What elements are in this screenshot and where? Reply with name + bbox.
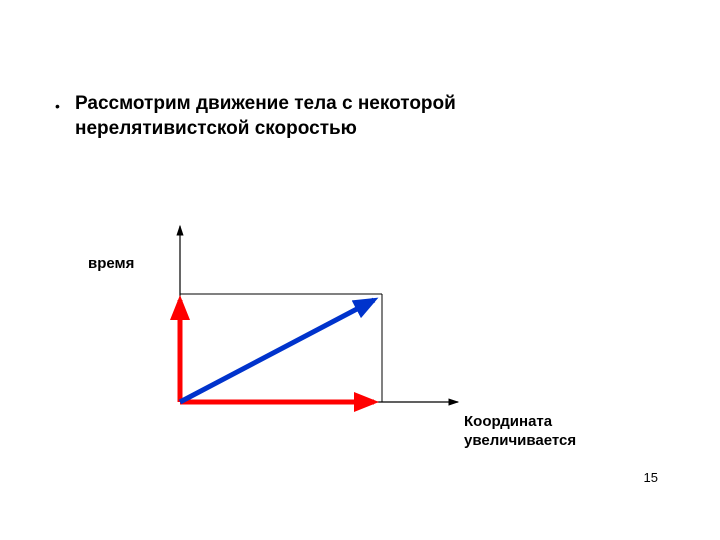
bullet-marker: • [55, 98, 60, 114]
page-number: 15 [644, 470, 658, 485]
x-axis-label-text: Координатаувеличивается [464, 413, 576, 451]
bullet-line1: Рассмотрим движение тела с некоторойнере… [75, 92, 456, 141]
vector-diagram [160, 222, 560, 442]
y-axis-label: время [88, 255, 134, 272]
blue-diagonal-vector [180, 300, 374, 402]
diagram-svg [160, 222, 560, 442]
bullet-text: Рассмотрим движение тела с некоторойнере… [75, 92, 456, 141]
x-axis-label: Координатаувеличивается [464, 413, 576, 451]
